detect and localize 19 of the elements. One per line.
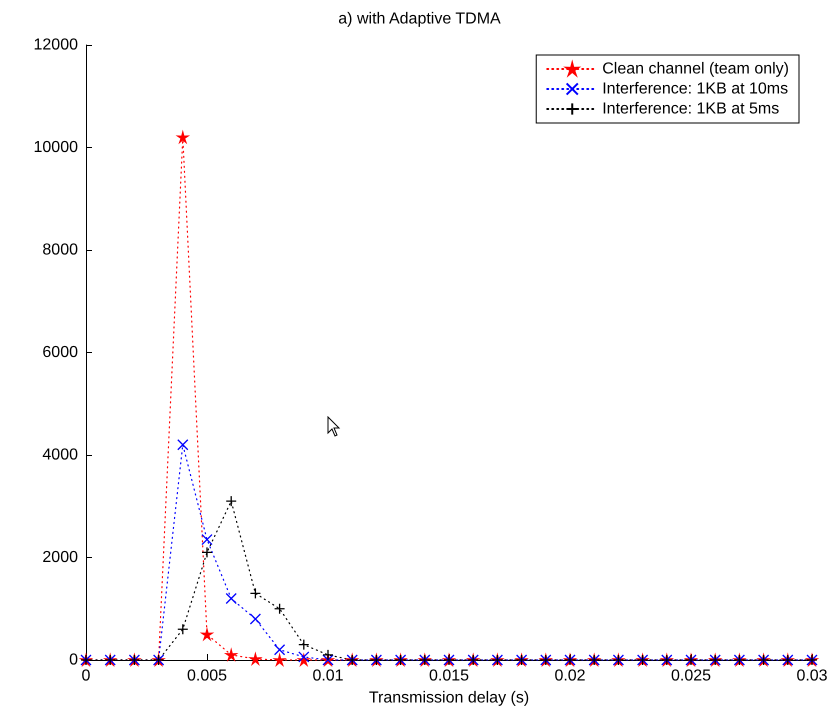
y-tick-label: 2000 xyxy=(42,549,78,566)
x-tick-label: 0.03 xyxy=(796,668,828,684)
legend-label: Interference: 1KB at 5ms xyxy=(602,100,780,118)
y-tick-label: 10000 xyxy=(34,139,78,156)
y-tick-label: 4000 xyxy=(42,446,78,464)
y-tick-label: 0 xyxy=(69,652,78,668)
x-tick-label: 0.025 xyxy=(670,668,712,684)
y-tick-label: 12000 xyxy=(34,36,78,54)
x-tick-label: 0 xyxy=(82,668,91,684)
x-tick-label: 0.015 xyxy=(428,668,470,684)
chart-title: a) with Adaptive TDMA xyxy=(338,10,502,28)
y-tick-label: 8000 xyxy=(42,242,78,258)
legend-label: Interference: 1KB at 10ms xyxy=(602,80,788,98)
x-tick-label: 0.02 xyxy=(554,668,586,684)
x-tick-label: 0.005 xyxy=(186,668,228,684)
legend-label: Clean channel (team only) xyxy=(602,60,789,78)
y-tick-label: 6000 xyxy=(42,344,78,361)
x-axis-title: Transmission delay (s) xyxy=(368,690,530,706)
x-tick-label: 0.01 xyxy=(312,668,344,684)
